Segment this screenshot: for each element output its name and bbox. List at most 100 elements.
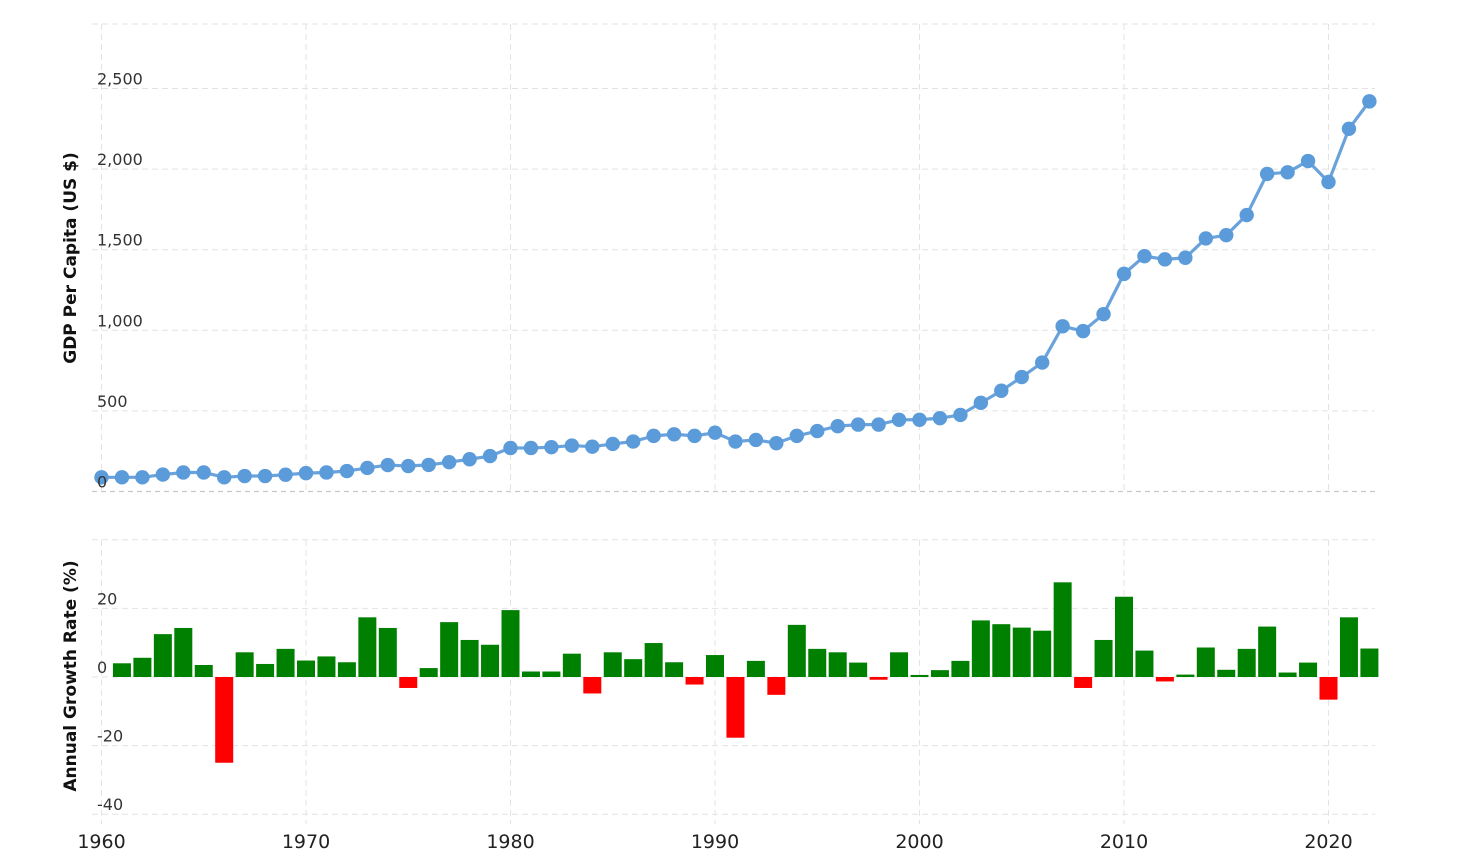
growth-bar[interactable] — [624, 659, 643, 677]
growth-bar[interactable] — [542, 671, 561, 677]
growth-bar[interactable] — [1360, 648, 1379, 677]
growth-bar[interactable] — [890, 652, 909, 677]
gdp-data-point[interactable] — [789, 428, 804, 444]
gdp-data-point[interactable] — [503, 440, 518, 456]
gdp-data-point[interactable] — [1280, 165, 1295, 180]
gdp-data-point[interactable] — [237, 468, 252, 484]
growth-bar[interactable] — [378, 627, 397, 677]
gdp-data-point[interactable] — [1341, 121, 1357, 136]
gdp-data-point[interactable] — [217, 470, 232, 485]
growth-bar[interactable] — [1012, 627, 1031, 677]
growth-bar[interactable] — [1094, 639, 1113, 677]
gdp-data-point[interactable] — [994, 383, 1009, 398]
gdp-data-point[interactable] — [666, 427, 682, 442]
gdp-data-point[interactable] — [339, 463, 355, 479]
gdp-data-point[interactable] — [257, 468, 273, 484]
gdp-data-point[interactable] — [1096, 306, 1111, 322]
growth-bar[interactable] — [685, 677, 704, 685]
gdp-data-point[interactable] — [1239, 207, 1254, 223]
gdp-data-point[interactable] — [1035, 355, 1050, 370]
gdp-data-point[interactable] — [401, 458, 416, 474]
growth-bar[interactable] — [481, 644, 500, 677]
growth-bar[interactable] — [358, 617, 377, 677]
gdp-data-point[interactable] — [523, 440, 539, 456]
gdp-data-point[interactable] — [1055, 319, 1070, 334]
gdp-data-point[interactable] — [1198, 231, 1214, 246]
gdp-data-point[interactable] — [544, 439, 559, 455]
growth-bar[interactable] — [521, 671, 540, 677]
growth-bar[interactable] — [828, 652, 847, 677]
gdp-data-point[interactable] — [1259, 166, 1275, 182]
growth-bar[interactable] — [706, 655, 724, 677]
growth-bar[interactable] — [1319, 677, 1338, 700]
growth-bar[interactable] — [1258, 626, 1277, 677]
gdp-data-point[interactable] — [912, 412, 927, 427]
gdp-data-point[interactable] — [155, 467, 171, 482]
growth-bar[interactable] — [317, 656, 336, 677]
gdp-data-point[interactable] — [728, 434, 743, 449]
gdp-data-point[interactable] — [176, 465, 191, 480]
growth-bar[interactable] — [951, 660, 970, 677]
growth-bar[interactable] — [419, 668, 438, 677]
growth-bar[interactable] — [1115, 596, 1133, 677]
gdp-data-point[interactable] — [810, 423, 825, 439]
gdp-data-point[interactable] — [360, 460, 375, 476]
gdp-data-point[interactable] — [830, 419, 845, 434]
growth-bar[interactable] — [1033, 630, 1052, 677]
growth-bar[interactable] — [337, 662, 356, 677]
growth-bar[interactable] — [194, 664, 213, 677]
gdp-data-point[interactable] — [932, 410, 948, 426]
growth-bar[interactable] — [174, 627, 193, 677]
gdp-data-point[interactable] — [1137, 248, 1152, 264]
growth-bar[interactable] — [992, 624, 1011, 677]
growth-bar[interactable] — [133, 657, 152, 677]
growth-bar[interactable] — [910, 674, 929, 677]
gdp-data-point[interactable] — [380, 457, 395, 473]
gdp-data-point[interactable] — [421, 457, 436, 473]
growth-bar[interactable] — [665, 662, 684, 677]
gdp-data-point[interactable] — [462, 452, 477, 467]
gdp-data-point[interactable] — [646, 428, 661, 444]
growth-bar[interactable] — [869, 677, 888, 680]
growth-bar[interactable] — [1196, 647, 1215, 677]
gdp-data-point[interactable] — [278, 467, 293, 482]
gdp-data-point[interactable] — [871, 417, 886, 432]
gdp-data-point[interactable] — [687, 428, 702, 444]
growth-bar[interactable] — [1135, 650, 1154, 677]
growth-bar[interactable] — [767, 677, 786, 695]
gdp-data-point[interactable] — [94, 470, 109, 485]
gdp-data-point[interactable] — [1014, 369, 1029, 385]
growth-bar[interactable] — [1278, 672, 1297, 677]
gdp-data-point[interactable] — [1300, 153, 1316, 169]
growth-bar[interactable] — [644, 643, 663, 677]
gdp-data-point[interactable] — [196, 465, 211, 480]
growth-bar[interactable] — [235, 652, 254, 677]
gdp-data-point[interactable] — [1362, 94, 1377, 109]
growth-bar[interactable] — [562, 653, 581, 677]
growth-bar[interactable] — [276, 648, 295, 677]
gdp-data-point[interactable] — [482, 448, 498, 464]
growth-bar[interactable] — [440, 622, 459, 677]
gdp-data-point[interactable] — [1116, 266, 1132, 282]
gdp-data-point[interactable] — [114, 470, 130, 485]
gdp-data-point[interactable] — [1075, 323, 1091, 339]
gdp-data-point[interactable] — [441, 454, 457, 470]
gdp-data-point[interactable] — [748, 432, 764, 448]
growth-bar[interactable] — [1053, 582, 1072, 677]
growth-bar[interactable] — [1339, 617, 1358, 677]
gdp-data-point[interactable] — [1157, 252, 1173, 267]
growth-bar[interactable] — [726, 677, 745, 738]
growth-bar[interactable] — [256, 663, 275, 677]
growth-bar[interactable] — [112, 663, 131, 677]
growth-bar[interactable] — [297, 660, 315, 677]
growth-bar[interactable] — [1155, 677, 1174, 682]
growth-bar[interactable] — [399, 677, 418, 688]
gdp-data-point[interactable] — [1178, 250, 1193, 265]
growth-bar[interactable] — [501, 610, 520, 677]
growth-bar[interactable] — [849, 662, 868, 677]
growth-bar[interactable] — [746, 660, 765, 677]
gdp-data-point[interactable] — [1321, 174, 1336, 190]
gdp-data-point[interactable] — [953, 407, 968, 423]
gdp-data-point[interactable] — [135, 470, 150, 485]
growth-bar[interactable] — [1299, 662, 1318, 677]
